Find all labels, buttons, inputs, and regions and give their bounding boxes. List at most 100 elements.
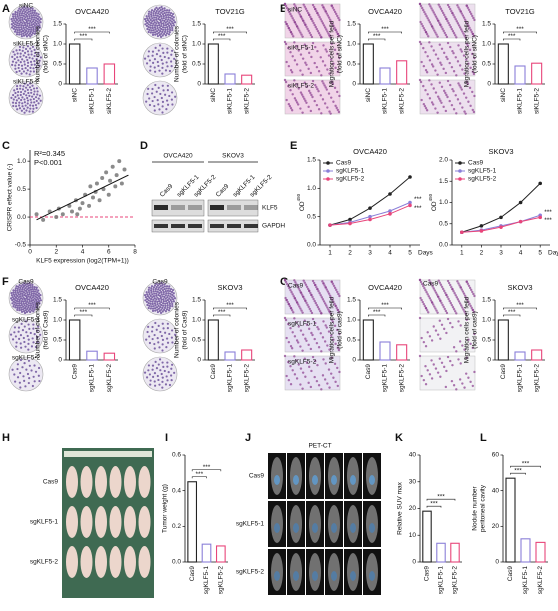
cell (313, 299, 316, 303)
colony (13, 89, 16, 92)
cell (418, 2, 422, 6)
cell (309, 291, 312, 295)
y-tick-label: -0.5 (15, 242, 27, 249)
bar (396, 344, 408, 361)
cell (427, 19, 430, 22)
cell (446, 279, 450, 283)
colony (166, 322, 169, 325)
cell (297, 27, 300, 30)
cell (331, 82, 335, 85)
cell (289, 365, 292, 368)
cell (329, 112, 332, 115)
colony (20, 303, 23, 307)
colony (19, 90, 23, 94)
x-tick-label: sgKLF5-2 (106, 364, 113, 393)
colony (31, 11, 34, 14)
colony (34, 290, 37, 293)
cell (465, 280, 468, 283)
cell (335, 30, 338, 34)
colony (166, 361, 169, 364)
bar (497, 319, 509, 361)
cell (454, 34, 457, 37)
colony (147, 14, 151, 18)
colony (166, 23, 169, 26)
colony (162, 365, 165, 368)
colony (165, 292, 168, 295)
y-axis-label: (fold of cas9) (472, 311, 479, 349)
colony (164, 290, 167, 293)
cell (462, 32, 465, 35)
colony (25, 72, 28, 75)
cell (320, 20, 324, 23)
cell (332, 8, 336, 11)
cell (454, 56, 457, 59)
cell (326, 68, 329, 71)
colony (21, 298, 24, 301)
cell (293, 279, 296, 282)
colony (144, 296, 148, 299)
cell (299, 345, 302, 348)
band (171, 205, 185, 210)
colony (160, 5, 163, 9)
colony (36, 20, 39, 23)
y-tick-label: 1.0 (17, 158, 26, 165)
colony (12, 305, 15, 308)
cell (317, 384, 321, 387)
cell (471, 346, 474, 350)
colony (166, 51, 169, 54)
pet-ct-signal (274, 571, 280, 581)
mouse (95, 546, 107, 578)
cell (455, 74, 458, 77)
cell (327, 32, 330, 35)
cell (328, 386, 331, 389)
cell (430, 359, 433, 362)
cell (424, 51, 427, 54)
cell (290, 71, 294, 74)
significance-label: *** (381, 302, 389, 309)
cell (309, 347, 313, 351)
colony (37, 102, 40, 105)
colony (157, 378, 160, 382)
colony (23, 21, 27, 25)
colony (153, 380, 156, 383)
cell (425, 291, 428, 294)
colony (152, 22, 155, 25)
panel-label: L (480, 432, 487, 444)
colony (149, 26, 152, 29)
y-tick-label: 0 (197, 81, 201, 88)
colony (146, 295, 150, 298)
cell (329, 312, 332, 315)
colony (161, 66, 164, 69)
y-tick-label: 0.4 (172, 487, 181, 494)
cell (336, 366, 339, 370)
colony (22, 308, 25, 311)
cell (430, 83, 433, 86)
colony (29, 9, 32, 13)
cell (328, 310, 331, 313)
colony (161, 30, 164, 33)
colony (149, 294, 152, 297)
colony (33, 90, 36, 93)
cell (309, 309, 313, 313)
cell (335, 106, 338, 110)
significance-label: *** (381, 26, 389, 33)
colony (20, 28, 23, 31)
colony (14, 287, 17, 290)
colony (169, 287, 173, 291)
cell-line-label: OVCA420 (163, 153, 193, 160)
colony (34, 292, 37, 296)
cell (323, 26, 327, 29)
colony (149, 300, 152, 303)
x-tick-label: sgKLF5-2 (398, 364, 405, 393)
colony (25, 35, 29, 38)
cell (319, 332, 322, 335)
colony (27, 30, 30, 33)
y-tick-label: 1.5 (482, 297, 491, 304)
cell (304, 337, 307, 340)
cell (289, 307, 293, 310)
cell (452, 70, 456, 73)
colony (35, 300, 39, 303)
cell (422, 26, 426, 30)
cell (442, 67, 445, 71)
